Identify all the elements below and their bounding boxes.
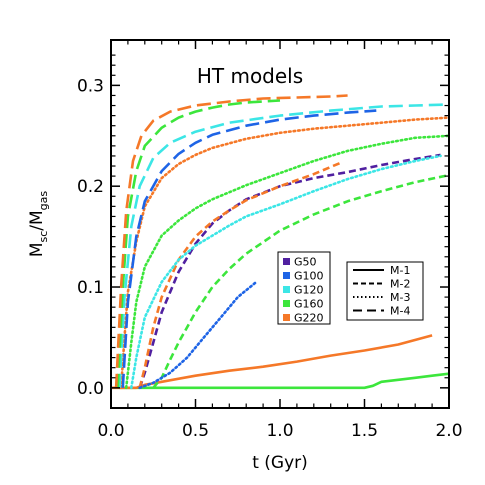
model-legend: M-1M-2M-3M-4 bbox=[346, 261, 424, 321]
x-tick-label: 1.0 bbox=[266, 421, 293, 441]
legend-label-g50: G50 bbox=[294, 256, 317, 269]
x-tick-label: 2.0 bbox=[435, 421, 462, 441]
y-tick-label: 0.3 bbox=[77, 76, 104, 96]
y-axis-title-main: M bbox=[27, 242, 47, 257]
legend-label-g120: G120 bbox=[294, 284, 324, 297]
legend-label-m-1: M-1 bbox=[390, 264, 410, 277]
series-g220-m-2 bbox=[138, 160, 344, 389]
series-g100-m-4 bbox=[121, 109, 377, 388]
y-axis-title-sub1: sc bbox=[37, 231, 50, 243]
legend-label-g220: G220 bbox=[294, 312, 324, 325]
series-g100-m-3 bbox=[138, 280, 258, 390]
legend-swatch-g160 bbox=[283, 300, 290, 307]
series-g220-m-4 bbox=[114, 94, 348, 388]
chart-title: HT models bbox=[197, 64, 303, 88]
series-g160-m-1 bbox=[119, 372, 450, 390]
legend-label-g100: G100 bbox=[294, 270, 324, 283]
legend-swatch-g100 bbox=[283, 272, 290, 279]
series-g160-m-4 bbox=[116, 99, 281, 388]
series-g50-m-2 bbox=[138, 153, 441, 389]
y-tick-label: 0.1 bbox=[77, 278, 104, 298]
y-axis-title: Msc/Mgas bbox=[27, 191, 50, 258]
y-axis-title-sep: /M bbox=[27, 210, 47, 230]
x-axis-title: t (Gyr) bbox=[252, 453, 308, 473]
legend-label-m-4: M-4 bbox=[390, 305, 410, 318]
y-tick-label: 0.2 bbox=[77, 177, 104, 197]
legend-swatch-g50 bbox=[283, 258, 290, 265]
ticks-layer: 0.0 0.5 1.0 1.5 2.0 0.0 0.1 0.2 0.3 bbox=[77, 40, 463, 441]
series-g160-m-3 bbox=[124, 134, 451, 390]
series-g160-m-2 bbox=[152, 173, 450, 389]
x-tick-label: 0.5 bbox=[182, 421, 209, 441]
x-tick-label: 1.5 bbox=[351, 421, 378, 441]
series-g120-m-4 bbox=[118, 103, 450, 388]
y-axis-title-sub2: gas bbox=[37, 191, 50, 211]
plot-frame bbox=[110, 39, 450, 409]
legend-label-m-3: M-3 bbox=[390, 291, 410, 304]
series-g120-m-3 bbox=[130, 154, 442, 390]
y-tick-label: 0.0 bbox=[77, 379, 104, 399]
series-layer bbox=[111, 94, 451, 390]
legend-swatch-g220 bbox=[283, 314, 290, 321]
x-tick-label: 0.0 bbox=[97, 421, 124, 441]
legend-swatch-g120 bbox=[283, 286, 290, 293]
legend-label-m-2: M-2 bbox=[390, 278, 410, 291]
legend-label-g160: G160 bbox=[294, 298, 324, 311]
